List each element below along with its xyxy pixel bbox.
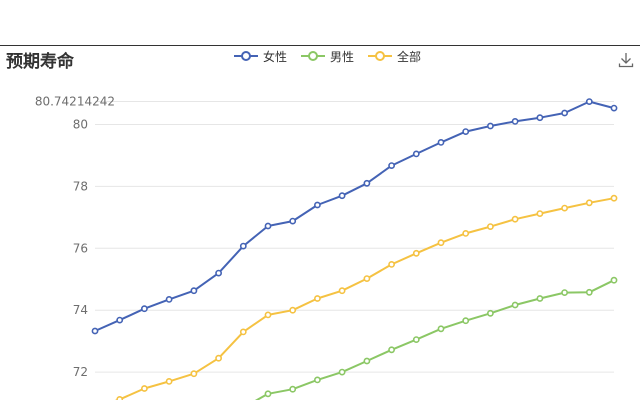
data-point-female xyxy=(338,192,346,200)
y-tick-label: 78 xyxy=(73,179,88,193)
data-point-female xyxy=(511,118,519,125)
legend-swatch-female xyxy=(234,51,258,61)
data-point-male xyxy=(437,325,445,333)
data-point-all xyxy=(610,194,618,202)
data-point-all xyxy=(116,396,124,400)
data-point-female xyxy=(165,295,173,303)
data-point-female xyxy=(264,222,272,230)
legend-swatch-male xyxy=(301,51,326,61)
data-point-all xyxy=(412,249,420,257)
data-point-all xyxy=(561,204,568,212)
data-point-female xyxy=(363,179,371,187)
top-blank-area xyxy=(0,0,640,45)
legend: 女性 男性 全部 xyxy=(234,48,421,64)
data-point-male xyxy=(462,317,470,325)
data-point-all xyxy=(190,370,198,378)
series-line-all xyxy=(114,197,615,400)
data-point-all xyxy=(215,354,222,362)
y-tick-label: 76 xyxy=(73,241,88,255)
data-point-all xyxy=(388,260,395,268)
data-point-all xyxy=(585,199,593,207)
legend-item-all[interactable]: 全部 xyxy=(368,48,421,65)
series-line-female xyxy=(94,100,615,332)
download-icon[interactable] xyxy=(618,52,634,68)
legend-item-male[interactable]: 男性 xyxy=(301,48,354,65)
data-point-all xyxy=(338,287,346,295)
series-line-male xyxy=(254,279,615,400)
data-point-female xyxy=(462,128,470,135)
data-point-male xyxy=(610,276,618,284)
data-point-male xyxy=(289,385,297,393)
data-point-all xyxy=(437,239,445,247)
data-point-female xyxy=(486,122,494,130)
data-point-female xyxy=(412,150,420,158)
data-point-female xyxy=(610,104,618,112)
data-point-male xyxy=(486,309,494,317)
y-tick-label: 72 xyxy=(73,365,88,379)
data-point-all xyxy=(140,385,148,392)
data-point-female xyxy=(585,98,593,105)
chart-title: 预期寿命 xyxy=(6,52,74,72)
data-point-male xyxy=(536,295,544,302)
y-tick-label: 74 xyxy=(73,303,88,317)
data-point-all xyxy=(486,223,494,230)
data-point-male xyxy=(511,301,519,309)
y-max-label: 80.74214242 xyxy=(35,95,115,109)
data-point-female xyxy=(313,201,321,209)
data-point-male xyxy=(561,289,568,296)
data-point-female xyxy=(289,217,297,225)
data-point-all xyxy=(536,210,544,217)
data-point-male xyxy=(388,346,395,354)
legend-swatch-all xyxy=(368,51,393,61)
data-point-female xyxy=(116,316,124,324)
data-point-all xyxy=(511,215,519,223)
data-point-all xyxy=(363,275,371,282)
data-point-female xyxy=(561,109,568,117)
data-point-female xyxy=(215,269,222,277)
data-point-female xyxy=(91,327,99,335)
data-point-female xyxy=(140,305,148,313)
data-point-female xyxy=(536,114,544,122)
data-point-all xyxy=(239,328,247,336)
data-point-all xyxy=(289,306,297,314)
data-point-male xyxy=(412,336,420,343)
legend-label-male: 男性 xyxy=(330,49,355,64)
data-point-all xyxy=(462,229,470,237)
data-point-male xyxy=(338,368,346,376)
data-point-female xyxy=(239,242,247,250)
legend-label-all: 全部 xyxy=(397,49,422,64)
legend-label-female: 女性 xyxy=(263,49,288,64)
data-point-female xyxy=(437,138,445,146)
legend-item-female[interactable]: 女性 xyxy=(234,48,287,65)
data-point-female xyxy=(388,162,395,169)
data-point-all xyxy=(165,377,173,385)
data-point-female xyxy=(190,287,198,295)
data-point-all xyxy=(313,295,321,302)
data-point-male xyxy=(585,288,593,296)
chart-top-border xyxy=(0,45,640,46)
data-point-male xyxy=(313,376,321,384)
y-tick-label: 80 xyxy=(73,117,88,131)
data-point-male xyxy=(264,390,272,398)
data-point-male xyxy=(363,357,371,365)
data-point-all xyxy=(264,311,272,319)
